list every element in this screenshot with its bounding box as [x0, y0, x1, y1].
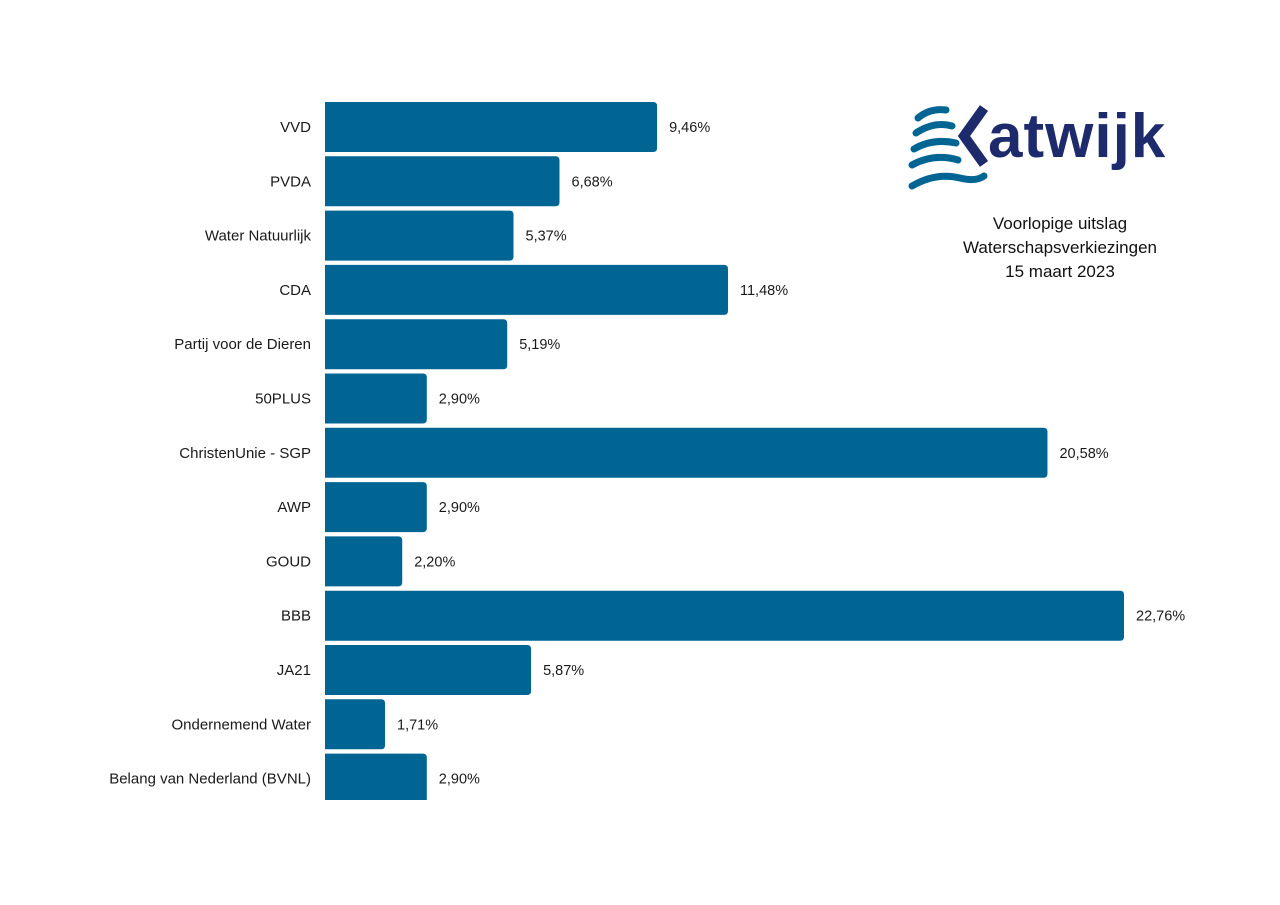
katwijk-logo: atwijk — [908, 102, 1166, 190]
bar-cda — [325, 264, 729, 315]
subtitle-line-2: Waterschapsverkiezingen — [962, 238, 1157, 257]
bar-50plus — [325, 373, 427, 424]
value-label: 5,37% — [526, 229, 567, 245]
bar-goud — [325, 536, 403, 587]
value-label: 5,19% — [519, 337, 560, 353]
bar-christenunie-sgp — [325, 427, 1048, 478]
category-label: AWP — [277, 499, 311, 516]
value-label: 2,20% — [414, 554, 455, 570]
chart-subtitle: Voorlopige uitslag Waterschapsverkiezing… — [930, 212, 1190, 284]
value-labels: 9,46% 6,68% 5,37% 11,48% 5,19% 2,90% 20,58% 2,9… — [397, 120, 1185, 788]
wave-icon — [908, 106, 988, 190]
category-label: Ondernemend Water — [171, 716, 311, 733]
value-label: 22,76% — [1136, 609, 1185, 625]
category-label: Partij voor de Dieren — [174, 336, 311, 353]
bar-pvda — [325, 156, 560, 207]
value-label: 20,58% — [1059, 446, 1108, 462]
bar-bbb — [325, 590, 1124, 641]
category-label: CDA — [279, 282, 311, 299]
category-label: PVDA — [270, 173, 311, 190]
bar-ondernemend-water — [325, 699, 386, 750]
category-label: Water Natuurlijk — [205, 228, 312, 245]
category-label: 50PLUS — [255, 391, 311, 408]
bars-layer — [325, 102, 1124, 800]
category-label: BBB — [281, 608, 311, 625]
bar-ja21 — [325, 645, 532, 695]
value-label: 2,90% — [439, 392, 480, 408]
category-labels: VVD PVDA Water Natuurlijk CDA Partij voor de… — [109, 119, 311, 788]
value-label: 9,46% — [669, 120, 710, 136]
bar-partij-voor-de-dieren — [325, 319, 508, 370]
value-label: 11,48% — [740, 283, 788, 299]
category-label: ChristenUnie - SGP — [179, 445, 311, 462]
category-label: Belang van Nederland (BVNL) — [109, 771, 311, 788]
subtitle-line-1: Voorlopige uitslag — [992, 214, 1128, 233]
logo-wordmark: atwijk — [988, 102, 1166, 171]
subtitle-line-3: 15 maart 2023 — [1005, 262, 1115, 281]
bar-water-natuurlijk — [325, 210, 514, 261]
category-label: VVD — [280, 119, 311, 136]
category-label: JA21 — [277, 662, 311, 679]
category-label: GOUD — [266, 553, 311, 570]
value-label: 1,71% — [397, 717, 438, 733]
value-label: 5,87% — [543, 663, 584, 679]
bar-vvd — [325, 102, 658, 152]
value-label: 2,90% — [439, 500, 480, 516]
bar-belang-van-nederland-bvnl — [325, 753, 427, 800]
value-label: 6,68% — [572, 174, 613, 190]
logo-k-chevron — [957, 105, 989, 167]
bar-awp — [325, 482, 427, 533]
value-label: 2,90% — [439, 772, 480, 788]
